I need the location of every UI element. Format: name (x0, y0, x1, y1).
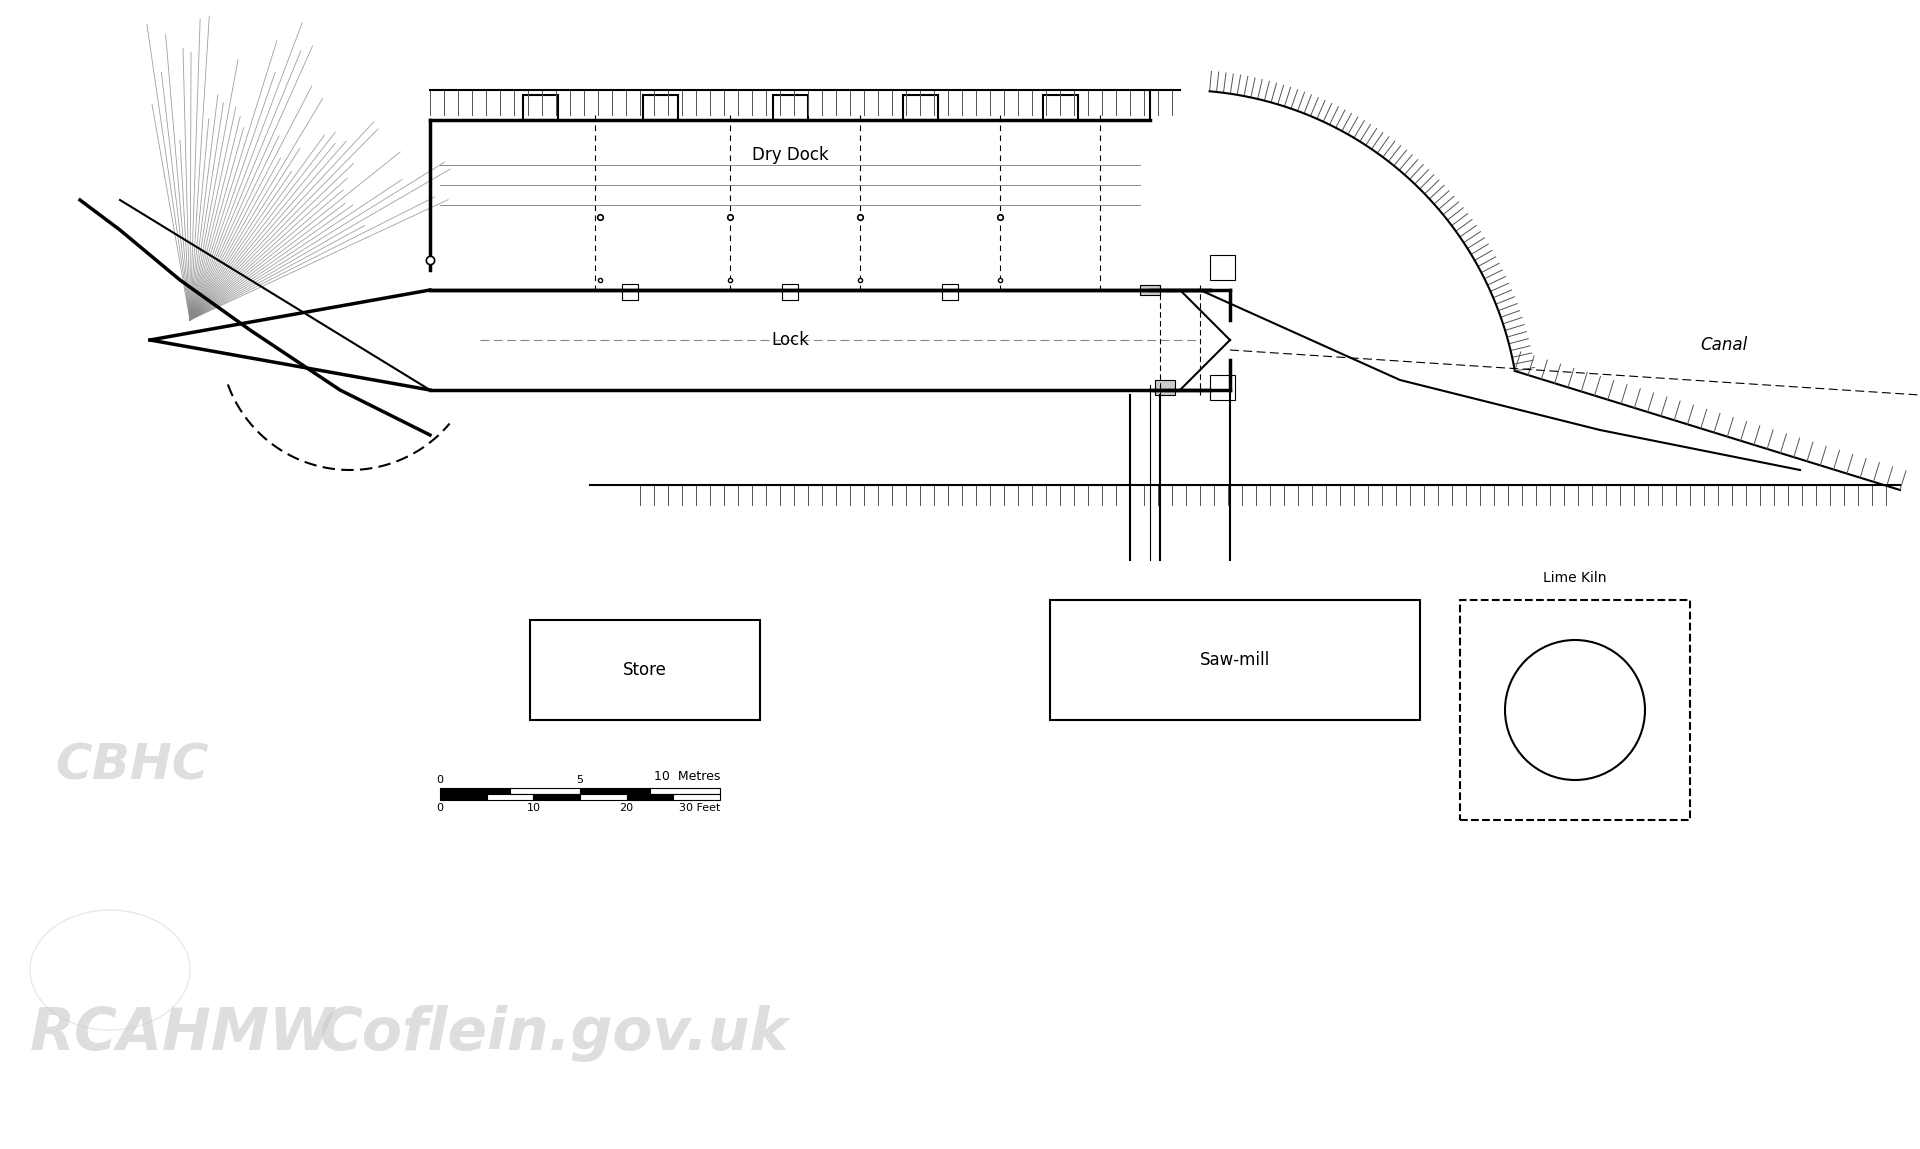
Text: CBHC: CBHC (56, 742, 209, 791)
Text: RCAHMW: RCAHMW (31, 1005, 334, 1062)
Text: 30 Feet: 30 Feet (678, 803, 720, 813)
Bar (486, 794, 534, 800)
Bar (534, 794, 580, 800)
Bar (522, 95, 559, 119)
Bar (530, 620, 760, 720)
Text: Dry Dock: Dry Dock (751, 146, 828, 164)
Text: Store: Store (624, 661, 666, 679)
Bar (943, 284, 958, 300)
Bar (674, 794, 720, 800)
Text: Lime Kiln: Lime Kiln (1544, 571, 1607, 585)
Bar (643, 95, 678, 119)
Bar (781, 284, 799, 300)
Bar (774, 95, 808, 119)
Bar (440, 788, 511, 794)
Text: 0: 0 (436, 803, 444, 813)
Text: 10  Metres: 10 Metres (653, 770, 720, 782)
Text: Canal: Canal (1699, 336, 1747, 354)
Bar (1050, 600, 1421, 720)
Bar (580, 794, 626, 800)
Bar (626, 794, 674, 800)
Text: Lock: Lock (772, 331, 808, 349)
Bar (902, 95, 939, 119)
Bar (511, 788, 580, 794)
Text: Saw-mill: Saw-mill (1200, 651, 1271, 669)
Bar (1459, 600, 1690, 820)
Text: 5: 5 (576, 774, 584, 785)
Bar (1140, 285, 1160, 295)
Bar (1156, 380, 1175, 395)
Text: 10: 10 (526, 803, 540, 813)
Bar (1043, 95, 1077, 119)
Bar (651, 788, 720, 794)
Bar (622, 284, 637, 300)
Bar (1210, 375, 1235, 400)
Text: 0: 0 (436, 774, 444, 785)
Text: 20: 20 (620, 803, 634, 813)
Bar (1210, 255, 1235, 280)
Text: Coflein.gov.uk: Coflein.gov.uk (321, 1005, 789, 1062)
Bar (440, 794, 486, 800)
Bar (580, 788, 651, 794)
